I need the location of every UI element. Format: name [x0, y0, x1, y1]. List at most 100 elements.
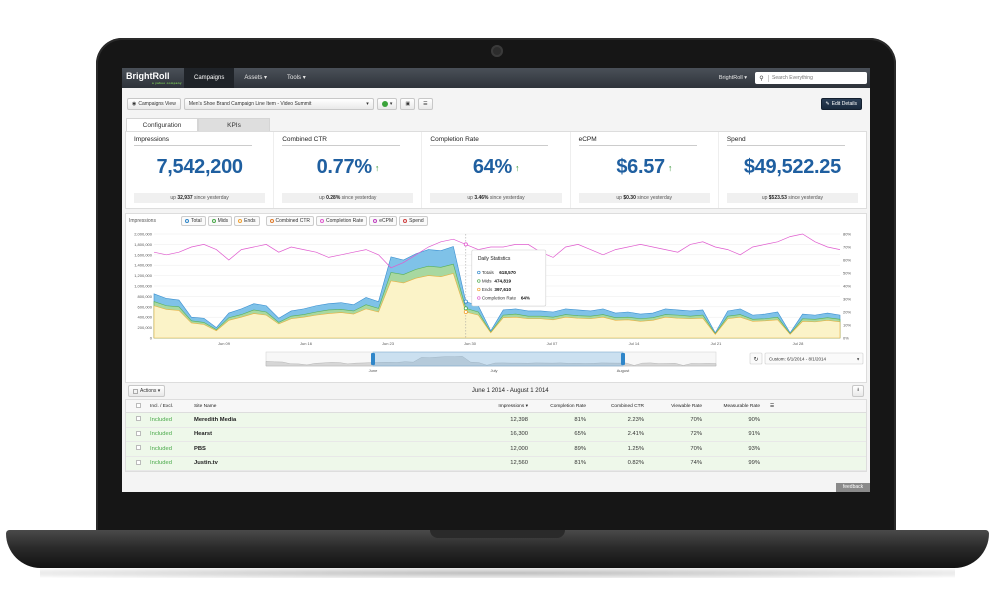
row-checkbox[interactable]	[126, 430, 150, 438]
y-tick-left: 1,600,000	[134, 252, 153, 257]
table-row[interactable]: Included PBS 12,000 89% 1.25% 70% 93%	[126, 442, 866, 457]
kpi-delta: up 3.46% since yesterday	[430, 193, 562, 203]
col-ctr[interactable]: Combined CTR	[610, 403, 644, 409]
y-tick-right: 60%	[843, 258, 851, 263]
y-tick-right: 10%	[843, 323, 851, 328]
row-site: Meredith Media	[194, 416, 237, 423]
tooltip-label: Ends	[482, 287, 493, 292]
legend-chip-label: Combined CTR	[275, 218, 310, 224]
download-button[interactable]: ⭳	[852, 385, 864, 397]
kpi-delta: up 0.28% since yesterday	[282, 193, 414, 203]
col-completion[interactable]: Completion Rate	[550, 403, 586, 409]
tooltip-box	[471, 249, 547, 307]
legend-dot-icon	[373, 219, 378, 223]
edit-details-button[interactable]: ✎ Edit Details	[820, 98, 862, 110]
x-tick: Jun 16	[300, 341, 313, 346]
legend-dot-icon	[269, 219, 274, 223]
kpi-combined-ctr: Combined CTR 0.77% ↑ up 0.28% since yeste…	[274, 132, 423, 208]
legend-chip-ends[interactable]: Ends	[234, 216, 260, 226]
legend-chip-combined-ctr[interactable]: Combined CTR	[265, 216, 314, 226]
row-impressions: 12,000	[510, 445, 528, 452]
y-tick-left: 800,000	[138, 294, 153, 299]
col-impressions[interactable]: Impressions ▾	[498, 403, 528, 409]
navigator-handle-left[interactable]	[371, 353, 375, 365]
legend-chip-ecpm[interactable]: eCPM	[369, 216, 398, 226]
row-measurable: 90%	[748, 416, 760, 423]
row-completion: 65%	[574, 431, 586, 438]
chart-panel: Impressions Total Mids Ends Combined CTR Com…	[125, 213, 867, 383]
col-measurable[interactable]: Measurable Rate	[723, 403, 760, 409]
brand-logo[interactable]: BrightRoll a yahoo company	[122, 68, 184, 88]
kpi-value-text: 64%	[472, 156, 512, 178]
row-checkbox[interactable]	[126, 416, 150, 423]
laptop-notch	[430, 530, 565, 538]
col-incl[interactable]: Incl. / Excl.	[150, 403, 174, 409]
search-icon[interactable]: ⚲	[755, 74, 769, 82]
table-row[interactable]: Included Hearst 16,300 65% 2.41% 72% 91%	[126, 427, 866, 442]
col-site[interactable]: Site Name	[194, 403, 217, 409]
tab-kpis[interactable]: KPIs	[198, 118, 270, 131]
account-menu[interactable]: BrightRoll ▾	[718, 75, 747, 81]
row-site: Justin.tv	[194, 460, 218, 467]
kpi-delta-value: $523.53	[768, 195, 787, 201]
x-tick: Jul 21	[711, 341, 722, 346]
row-impressions: 16,300	[510, 431, 528, 438]
navigator-handle-right[interactable]	[621, 353, 625, 365]
search-input[interactable]	[769, 75, 861, 81]
kpi-delta-prefix: up	[761, 195, 769, 201]
campaigns-view-button[interactable]: ◉ Campaigns View	[127, 98, 181, 110]
table-row[interactable]: Included Justin.tv 12,560 81% 0.82% 74% 99%	[126, 456, 866, 471]
select-all-checkbox[interactable]	[126, 402, 150, 410]
legend-chip-mids[interactable]: Mids	[207, 216, 233, 226]
date-range-select[interactable]	[764, 352, 864, 365]
chart-legend: Impressions Total Mids Ends Combined CTR Com…	[126, 214, 866, 228]
row-checkbox[interactable]	[126, 445, 150, 452]
image-view-button[interactable]: ▣	[400, 98, 416, 110]
y-tick-left: 200,000	[138, 325, 153, 330]
y-tick-left: 1,200,000	[134, 273, 153, 278]
kpi-delta: up $523.53 since yesterday	[726, 193, 859, 203]
nav-campaigns[interactable]: Campaigns	[184, 68, 235, 88]
navigator-selection[interactable]	[372, 351, 624, 367]
tab-configuration[interactable]: Configuration	[126, 118, 198, 131]
row-impressions: 12,398	[510, 416, 528, 423]
navigator-label: August	[617, 368, 630, 373]
circle-arrow-icon: ◉	[132, 101, 137, 107]
legend-chip-total[interactable]: Total	[181, 216, 206, 226]
impressions-chart[interactable]: 0 200,000 400,000 600,000 800,000 1,000,000 1,…	[126, 228, 866, 382]
nav-assets[interactable]: Assets ▾	[244, 75, 268, 81]
x-tick: Jul 07	[547, 341, 558, 346]
feedback-button[interactable]: feedback	[836, 483, 870, 492]
row-ctr: 2.41%	[627, 431, 644, 438]
kpi-value: $49,522.25	[727, 156, 858, 179]
table-row[interactable]: Included Meredith Media 12,398 81% 2.23% 70% 9…	[126, 413, 866, 428]
legend-chip-label: Ends	[244, 218, 256, 224]
nav-tools[interactable]: Tools ▾	[287, 75, 306, 81]
list-view-button[interactable]: ☰	[418, 98, 433, 110]
area-ends[interactable]	[153, 273, 841, 339]
navigator-area	[265, 356, 717, 367]
tooltip-dot-icon	[477, 279, 481, 283]
kpi-delta-prefix: up	[319, 195, 327, 201]
legend-chip-completion-rate[interactable]: Completion Rate	[316, 216, 368, 226]
actions-button[interactable]: Actions ▾	[128, 385, 166, 397]
row-measurable: 91%	[748, 431, 760, 438]
y-tick-left: 1,400,000	[134, 263, 153, 268]
kpi-value-text: $6.57	[616, 156, 665, 178]
line-completion-rate[interactable]	[153, 233, 841, 269]
columns-menu-icon[interactable]: ☰	[769, 403, 775, 409]
x-tick: Jul 14	[629, 341, 640, 346]
tooltip-value: 397,610	[494, 287, 511, 292]
status-button[interactable]: ▾	[376, 98, 398, 110]
reset-zoom-button[interactable]	[749, 352, 763, 365]
line-item-select[interactable]: Men's Shoe Brand Campaign Line Item - Vi…	[183, 98, 374, 110]
checkbox-icon	[135, 445, 141, 451]
row-checkbox[interactable]	[126, 459, 150, 467]
kpi-completion-rate: Completion Rate 64% ↑ up 3.46% since yest…	[422, 132, 571, 208]
tooltip-dot-icon	[477, 287, 481, 292]
col-viewable[interactable]: Viewable Rate	[671, 403, 702, 409]
kpi-delta-suffix: since yesterday	[635, 195, 673, 201]
legend-chip-label: eCPM	[379, 218, 394, 224]
x-tick: Jun 30	[464, 341, 477, 346]
legend-chip-spend[interactable]: Spend	[399, 216, 428, 226]
